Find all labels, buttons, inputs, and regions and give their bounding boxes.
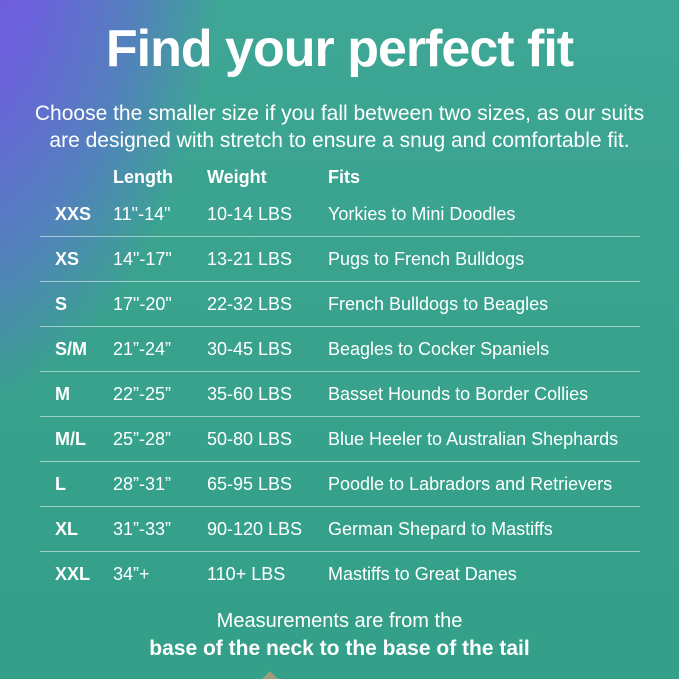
size-label: XL [55,518,79,539]
page-title: Find your perfect fit [105,20,574,78]
table-row: S 17"-20" 22-32 LBS French Bulldogs to B… [40,282,640,327]
weight-value: 10-14 LBS [207,203,293,224]
length-value: 14"-17" [113,248,172,269]
size-label: XXL [55,564,91,584]
fits-value: German Shepard to Mastiffs [328,518,553,539]
length-value: 21”-24” [113,338,172,359]
size-label: S/M [55,338,88,359]
table-row: L 28”-31” 65-95 LBS Poodle to Labradors … [40,462,640,507]
weight-value: 13-21 LBS [207,248,293,269]
weight-value: 65-95 LBS [207,473,293,494]
fits-value: Yorkies to Mini Doodles [328,203,516,224]
fits-value: Beagles to Cocker Spaniels [328,338,550,359]
table-row: XXL 34”+ 110+ LBS Mastiffs to Great Dane… [40,552,640,597]
size-chart-header-row: Length Weight Fits [40,162,640,192]
size-chart-rows: XXS 11"-14" 10-14 LBS Yorkies to Mini Do… [40,192,640,597]
length-value: 31”-33” [113,518,172,539]
column-header-length: Length [113,166,173,187]
size-label: M/L [55,428,86,449]
measurement-note-line-1: Measurements are from the [216,610,463,632]
cropped-dog-graphic-tip [262,671,278,679]
column-header-weight: Weight [207,166,267,187]
size-label: L [55,473,66,494]
fits-value: Mastiffs to Great Danes [328,564,517,584]
fits-value: Pugs to French Bulldogs [328,248,525,269]
weight-value: 110+ LBS [207,564,286,584]
measurement-note-line-2: base of the neck to the base of the tail [149,637,530,660]
size-chart-table: Length Weight Fits XXS 11"-14" 10-14 LBS… [40,162,640,597]
column-header-fits: Fits [328,166,361,187]
table-row: XS 14"-17" 13-21 LBS Pugs to French Bull… [40,237,640,282]
size-label: XXS [55,203,92,224]
length-value: 34”+ [113,564,150,584]
table-row: S/M 21”-24” 30-45 LBS Beagles to Cocker … [40,327,640,372]
length-value: 17"-20" [113,293,172,314]
size-label: XS [55,248,80,269]
fits-value: French Bulldogs to Beagles [328,293,549,314]
fits-value: Poodle to Labradors and Retrievers [328,473,613,494]
fits-value: Blue Heeler to Australian Shephards [328,428,619,449]
length-value: 11"-14" [113,203,171,224]
size-label: S [55,293,68,314]
weight-value: 22-32 LBS [207,293,293,314]
table-row: M/L 25”-28” 50-80 LBS Blue Heeler to Aus… [40,417,640,462]
fits-value: Basset Hounds to Border Collies [328,383,589,404]
length-value: 22”-25” [113,383,172,404]
length-value: 25”-28” [113,428,172,449]
subtitle-line-1: Choose the smaller size if you fall betw… [34,102,645,125]
weight-value: 30-45 LBS [207,338,293,359]
weight-value: 35-60 LBS [207,383,293,404]
measurement-note: Measurements are from the base of the ne… [0,607,679,663]
table-row: M 22”-25” 35-60 LBS Basset Hounds to Bor… [40,372,640,417]
table-row: XL 31”-33” 90-120 LBS German Shepard to … [40,507,640,552]
subtitle-line-2: are designed with stretch to ensure a sn… [49,129,630,152]
size-label: M [55,383,70,404]
table-row: XXS 11"-14" 10-14 LBS Yorkies to Mini Do… [40,192,640,237]
weight-value: 90-120 LBS [207,518,303,539]
subtitle: Choose the smaller size if you fall betw… [10,100,669,154]
weight-value: 50-80 LBS [207,428,293,449]
length-value: 28”-31” [113,473,172,494]
